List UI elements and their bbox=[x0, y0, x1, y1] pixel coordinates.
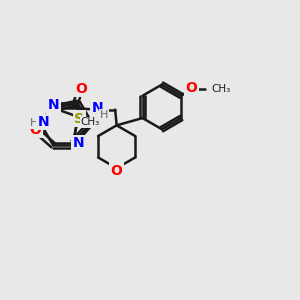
Text: N: N bbox=[38, 115, 49, 129]
Text: CH₃: CH₃ bbox=[212, 84, 231, 94]
Text: S: S bbox=[74, 112, 84, 126]
Text: O: O bbox=[75, 82, 87, 96]
Text: N: N bbox=[48, 98, 59, 112]
Text: H: H bbox=[100, 110, 108, 120]
Text: N: N bbox=[72, 136, 84, 150]
Text: O: O bbox=[29, 123, 41, 137]
Text: CH₃: CH₃ bbox=[81, 117, 100, 127]
Text: O: O bbox=[111, 164, 123, 178]
Text: O: O bbox=[185, 81, 197, 95]
Text: N: N bbox=[92, 100, 103, 115]
Text: H: H bbox=[30, 118, 39, 128]
